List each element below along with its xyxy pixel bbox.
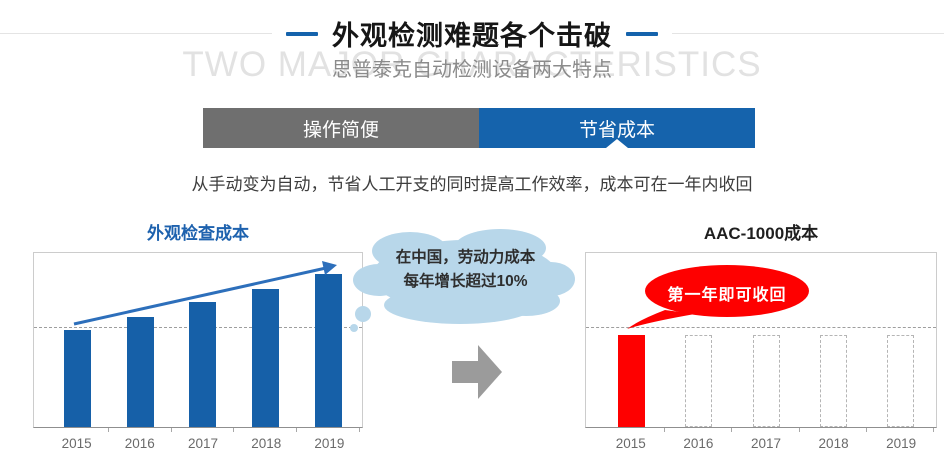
reference-dashed-line <box>586 327 936 328</box>
bar-2015 <box>63 330 91 427</box>
bar-cell <box>109 253 172 432</box>
background-watermark-text: TWO MAJOR CHARACTERISTICS <box>182 45 762 84</box>
divider-line-left <box>0 33 272 34</box>
page-title-row: 外观检测难题各个击破 <box>0 14 944 53</box>
left-chart-bars <box>34 253 362 432</box>
bar-2016 <box>685 335 713 427</box>
active-tab-pointer-icon <box>606 139 628 148</box>
x-axis-label-2016: 2016 <box>683 436 714 451</box>
x-axis-label-2018: 2018 <box>818 436 849 451</box>
bar-cell <box>867 253 935 432</box>
cloud-callout-line2: 每年增长超过10% <box>403 273 528 290</box>
bar-cell <box>234 253 297 432</box>
x-axis-label-2017: 2017 <box>187 436 219 451</box>
thought-cloud-icon <box>350 229 575 332</box>
divider-line-right <box>672 33 944 34</box>
bar-cell <box>732 253 800 432</box>
x-axis-label-2015: 2015 <box>615 436 646 451</box>
bar-2018 <box>252 289 280 427</box>
x-axis-label-2015: 2015 <box>61 436 92 451</box>
tab-cost-saving-label: 节省成本 <box>578 119 655 141</box>
tab-easy-operation[interactable]: 操作简便 <box>203 108 479 148</box>
x-axis-label-2019: 2019 <box>314 436 345 451</box>
title-dash-right-icon <box>626 31 658 36</box>
bar-cell <box>46 253 109 432</box>
left-chart <box>33 252 363 432</box>
left-chart-x-labels: 2015 2016 2017 2018 2019 <box>33 436 363 451</box>
page-title: 外观检测难题各个击破 <box>332 21 612 51</box>
description-text: 从手动变为自动，节省人工开支的同时提高工作效率，成本可在一年内收回 <box>191 175 753 194</box>
cloud-callout-line1: 在中国，劳动力成本 <box>395 249 536 266</box>
bar-2016 <box>126 317 154 427</box>
bar-cell <box>800 253 868 432</box>
bar-2019 <box>315 274 343 427</box>
x-axis-label-2017: 2017 <box>750 436 781 451</box>
speech-bubble-text: 第一年即可收回 <box>667 287 787 304</box>
tab-cost-saving[interactable]: 节省成本 <box>479 108 755 148</box>
page-subtitle: 思普泰克自动检测设备两大特点 <box>332 59 612 81</box>
x-axis-label-2016: 2016 <box>124 436 155 451</box>
left-chart-title: 外观检查成本 <box>147 224 249 243</box>
bar-2015 <box>618 335 646 427</box>
right-chart-bars <box>586 253 936 432</box>
speech-bubble-icon <box>627 265 809 329</box>
x-axis-label-2018: 2018 <box>251 436 282 451</box>
right-chart-title: AAC-1000成本 <box>703 224 819 243</box>
right-chart-x-labels: 2015 2016 2017 2018 2019 <box>585 436 937 451</box>
cloud-callout-text: 在中国，劳动力成本 每年增长超过10% <box>368 246 563 294</box>
bar-2017 <box>189 302 217 427</box>
feature-tabs: 操作简便 节省成本 <box>203 108 755 148</box>
bar-2018 <box>819 335 847 427</box>
bar-cell <box>665 253 733 432</box>
x-axis-label-2019: 2019 <box>886 436 917 451</box>
right-arrow-icon <box>452 345 502 399</box>
bar-2019 <box>886 335 914 427</box>
bar-2017 <box>752 335 780 427</box>
bar-cell <box>598 253 666 432</box>
title-dash-left-icon <box>286 31 318 36</box>
bar-cell <box>172 253 235 432</box>
